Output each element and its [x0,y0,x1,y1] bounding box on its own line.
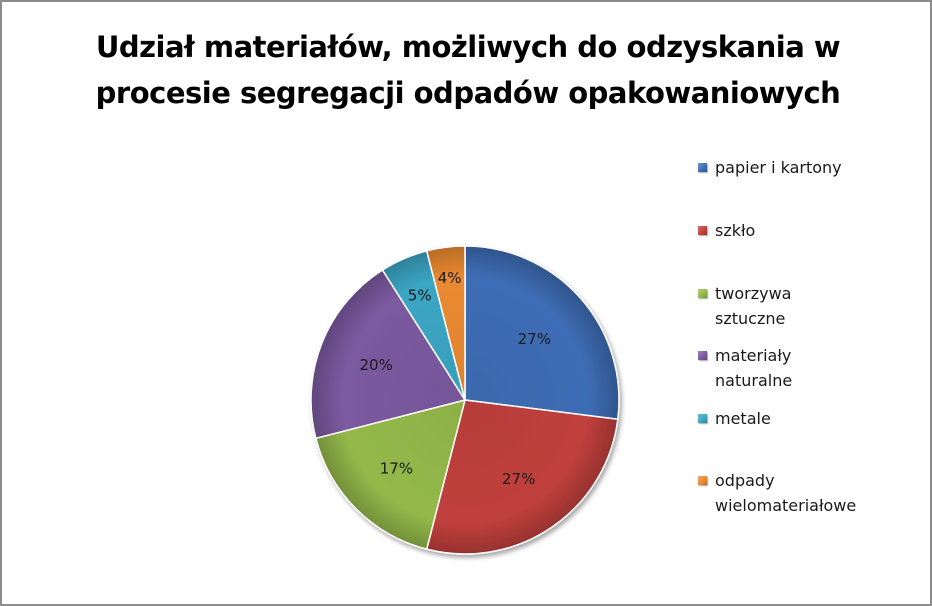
chart-title-line-1: Udział materiałów, możliwych do odzyskan… [95,30,841,64]
legend-label-1: szkło [715,221,756,240]
pie-slice-label-1: 27% [502,470,535,488]
legend-label-2: tworzywa sztuczne [715,284,792,328]
pie-slice-3 [310,268,467,440]
pie-slice-label-0: 27% [518,330,551,348]
pie-slice-1 [425,399,619,555]
legend-swatch-0 [698,163,707,172]
pie-slice-label-4: 5% [408,286,432,304]
legend-swatch-5 [698,476,707,485]
legend-swatch-1 [698,226,707,235]
pie-slice-5 [425,245,466,401]
chart-title-line-2: procesie segregacji odpadów opakowaniowy… [95,76,841,110]
legend-label-3: materiały naturalne [715,346,793,390]
pie-slice-label-2: 17% [380,460,413,478]
pie-slice-label-3: 20% [360,356,393,374]
legend-swatch-3 [698,351,707,360]
legend-label-4: metale [715,409,771,428]
legend-label-0: papier i kartony [715,158,842,177]
legend-label-5: odpady wielomateriałowe [715,471,857,515]
pie-slice-0 [464,245,620,421]
legend-swatch-4 [698,414,707,423]
pie-slice-label-5: 4% [438,269,462,287]
pie-slice-2 [314,398,467,551]
chart-title: Udział materiałów, możliwych do odzyskan… [62,24,874,116]
legend-swatch-2 [698,289,707,298]
pie-slices [310,245,620,555]
pie-labels: 27% 27% 17% 20% 5% 4% [360,269,551,488]
